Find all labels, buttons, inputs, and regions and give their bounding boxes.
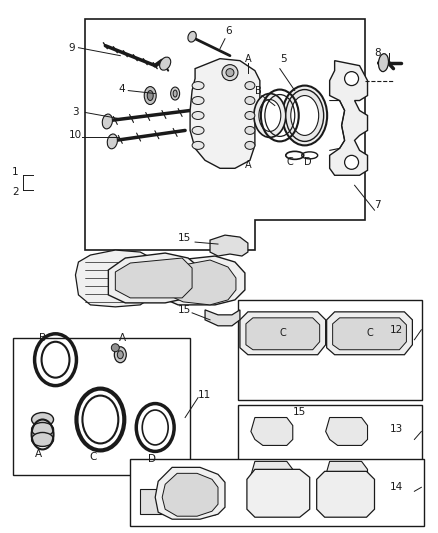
Polygon shape [326, 417, 367, 446]
Polygon shape [247, 470, 310, 517]
Text: C: C [286, 157, 293, 167]
Ellipse shape [378, 54, 389, 71]
Ellipse shape [147, 91, 153, 101]
Ellipse shape [254, 94, 286, 138]
Polygon shape [190, 59, 260, 168]
Polygon shape [332, 318, 406, 350]
Text: 14: 14 [389, 482, 403, 492]
Text: 6: 6 [225, 26, 232, 36]
Circle shape [111, 344, 119, 352]
Text: A: A [244, 54, 251, 63]
Polygon shape [246, 318, 320, 350]
Polygon shape [317, 471, 374, 517]
Text: 8: 8 [374, 47, 381, 58]
Polygon shape [140, 489, 165, 514]
Ellipse shape [192, 141, 204, 149]
Polygon shape [251, 462, 293, 489]
Text: 1: 1 [12, 167, 19, 177]
Bar [238, 300, 422, 400]
Text: 3: 3 [72, 108, 79, 117]
Ellipse shape [32, 413, 53, 426]
Ellipse shape [117, 351, 124, 359]
Polygon shape [240, 312, 326, 355]
Ellipse shape [173, 90, 177, 97]
Ellipse shape [107, 134, 117, 149]
Bar [238, 405, 422, 509]
Text: 15: 15 [178, 233, 191, 243]
Ellipse shape [192, 126, 204, 134]
Text: 7: 7 [374, 200, 381, 210]
Polygon shape [210, 235, 248, 256]
Bar [130, 459, 424, 526]
Text: D: D [304, 157, 311, 167]
Text: C: C [90, 453, 97, 463]
Ellipse shape [286, 90, 324, 141]
Text: 12: 12 [389, 325, 403, 335]
Ellipse shape [259, 100, 281, 132]
Polygon shape [327, 312, 413, 355]
Text: C: C [366, 328, 373, 338]
Polygon shape [162, 256, 245, 305]
Ellipse shape [188, 31, 196, 42]
Text: A: A [35, 449, 42, 459]
Polygon shape [162, 473, 218, 516]
Ellipse shape [32, 432, 53, 447]
Ellipse shape [114, 347, 126, 362]
Polygon shape [85, 19, 364, 250]
Text: 11: 11 [198, 390, 211, 400]
Ellipse shape [245, 96, 255, 104]
Text: A: A [244, 160, 251, 171]
Ellipse shape [245, 141, 255, 149]
Circle shape [345, 71, 359, 86]
Text: A: A [119, 333, 126, 343]
Text: 13: 13 [389, 424, 403, 434]
Ellipse shape [245, 82, 255, 90]
Ellipse shape [102, 114, 113, 129]
Text: B: B [254, 86, 261, 95]
Ellipse shape [245, 126, 255, 134]
Polygon shape [330, 61, 367, 175]
Circle shape [222, 64, 238, 80]
Bar [13, 338, 190, 475]
Text: 15: 15 [178, 305, 191, 315]
Polygon shape [251, 417, 293, 446]
Circle shape [226, 69, 234, 77]
Text: 15: 15 [293, 407, 306, 416]
Ellipse shape [192, 111, 204, 119]
Text: C: C [279, 328, 286, 338]
Ellipse shape [283, 86, 327, 146]
Ellipse shape [171, 87, 180, 100]
Ellipse shape [159, 57, 171, 70]
Text: 4: 4 [118, 84, 125, 94]
Text: D: D [148, 455, 156, 464]
Polygon shape [155, 467, 225, 519]
Text: 5: 5 [280, 54, 286, 63]
Text: 10: 10 [68, 131, 81, 140]
Polygon shape [115, 258, 192, 298]
Polygon shape [326, 462, 367, 489]
Circle shape [345, 155, 359, 169]
Ellipse shape [245, 111, 255, 119]
Polygon shape [205, 310, 240, 326]
Ellipse shape [192, 96, 204, 104]
Polygon shape [108, 253, 200, 303]
Ellipse shape [144, 86, 156, 104]
Ellipse shape [192, 82, 204, 90]
Polygon shape [170, 260, 236, 305]
Polygon shape [75, 250, 158, 307]
Ellipse shape [291, 95, 319, 135]
Ellipse shape [32, 423, 53, 437]
Text: 2: 2 [12, 187, 19, 197]
Text: B: B [39, 333, 46, 343]
Text: 9: 9 [68, 43, 75, 53]
